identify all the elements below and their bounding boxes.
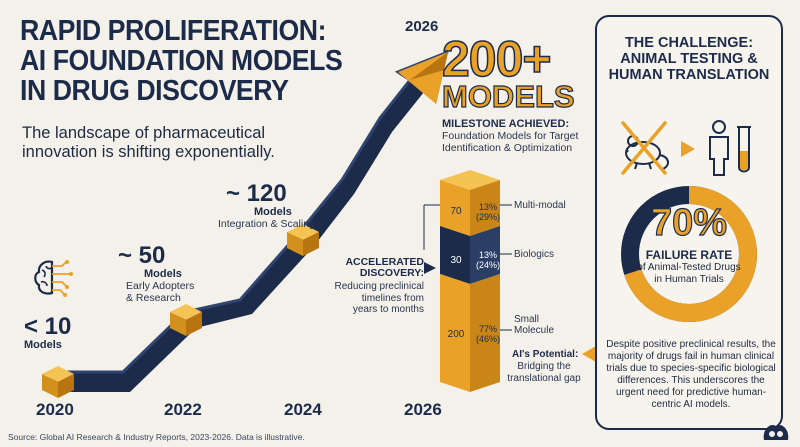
segment-small-molecule-left [440, 274, 470, 392]
data-cube-2022 [170, 304, 202, 336]
heading-line: ACCELERATED [345, 256, 424, 268]
donut-hole [640, 205, 738, 303]
person-icon [709, 120, 729, 176]
percent-alt: (29%) [475, 212, 500, 222]
ai-potential-desc: Bridging the translational gap [504, 361, 584, 384]
page-title: RAPID PROLIFERATION: AI FOUNDATION MODEL… [20, 16, 351, 106]
growth-arrow [50, 52, 448, 392]
percent: 77% [478, 324, 497, 334]
failure-donut [621, 186, 757, 322]
segment-multi-modal-right [470, 180, 500, 236]
count-unit: Models [254, 206, 292, 218]
accelerated-desc: Reducing preclinical timelines from year… [324, 281, 425, 316]
desc-line: translational gap [507, 372, 581, 384]
donut-failure-arc [621, 186, 757, 322]
title-line: HUMAN TRANSLATION [608, 67, 770, 83]
accelerated-heading: ACCELERATED DISCOVERY: [334, 257, 424, 279]
year-label: 2026 [404, 400, 442, 419]
point-label-2022: ~ 50 Models Early Adopters & Research [116, 242, 195, 305]
data-cube-2020 [42, 366, 74, 398]
count-value: ~ 120 [226, 180, 287, 207]
top-year-label: 2026 [405, 18, 439, 35]
icon-row [621, 120, 751, 176]
test-tube-icon [737, 126, 751, 173]
count-value: < 10 [24, 313, 72, 340]
title-line: IN DRUG DISCOVERY [20, 75, 289, 107]
subtitle: The landscape of pharmaceutical innovati… [22, 124, 322, 162]
title-line: AI FOUNDATION MODELS [20, 45, 343, 77]
category-label: Multi-modal [514, 200, 566, 211]
segment-value: 70 [450, 206, 462, 217]
connector-lines [500, 253, 512, 331]
point-label-2020: < 10 Models [24, 313, 72, 352]
heading-line: DISCOVERY: [359, 267, 424, 279]
segment-small-molecule-right [470, 274, 500, 392]
failure-desc: of Animal-Tested Drugs in Human Trials [597, 262, 781, 285]
desc-line: years to months [352, 304, 424, 315]
segment-biologics-left [440, 226, 470, 284]
desc-line: Bridging the [517, 361, 571, 372]
title-line: RAPID PROLIFERATION: [20, 15, 327, 47]
cross-icon [621, 121, 667, 175]
segment-biologics-right [470, 226, 500, 284]
title-line: THE CHALLENGE: [624, 35, 754, 51]
point-label-2024: ~ 120 Models Integration & Scaling [218, 180, 315, 231]
percent: 13% [478, 250, 497, 260]
desc-line: in Human Trials [654, 273, 724, 285]
desc-line: Reducing preclinical [334, 281, 425, 292]
year-label: 2022 [164, 400, 202, 419]
failure-label: FAILURE RATE [645, 248, 733, 262]
milestone-unit: MODELS [441, 79, 575, 114]
ai-potential-arrow [582, 346, 596, 362]
panel-desc: Despite positive preclinical results, th… [606, 339, 776, 410]
title-line: ANIMAL TESTING & [620, 51, 758, 67]
arrow-right-icon [681, 141, 695, 157]
panel-title: THE CHALLENGE: ANIMAL TESTING & HUMAN TR… [597, 35, 781, 83]
count-desc: Integration & Scaling [218, 218, 315, 230]
percent-alt: (46%) [475, 334, 500, 344]
source-footer: Source: Global AI Research & Industry Re… [8, 432, 305, 442]
year-label: 2020 [36, 400, 74, 419]
segment-multi-modal-left [440, 180, 470, 236]
arrow-tip-shade [410, 52, 448, 80]
milestone-heading: MILESTONE ACHIEVED: [442, 118, 570, 130]
desc-line: of Animal-Tested Drugs [637, 262, 741, 273]
segment-percent: 77% (46%) [474, 324, 502, 344]
count-unit: Models [144, 268, 182, 280]
segment-percent: 13% (29%) [474, 202, 502, 222]
data-cube-2024 [287, 224, 319, 256]
subtitle-line: innovation is shifting exponentially. [22, 143, 275, 161]
pointer-icon [424, 262, 436, 274]
mascot-icon [763, 424, 789, 440]
milestone-desc: Foundation Models for Target Identificat… [442, 130, 579, 154]
ai-potential-heading: AI's Potential: [512, 349, 579, 360]
year-label: 2024 [284, 400, 322, 419]
segment-percent: 13% (24%) [474, 250, 502, 270]
category-label: Small Molecule [514, 314, 555, 336]
brain-circuit-icon [34, 260, 73, 297]
segment-value: 200 [447, 329, 465, 340]
percent-alt: (24%) [475, 260, 500, 270]
connector-lines [423, 204, 512, 250]
subtitle-line: The landscape of pharmaceutical [22, 124, 266, 142]
category-label: Biologics [514, 249, 555, 260]
count-desc: Early Adopters & Research [126, 280, 195, 304]
failure-percent: 70% [650, 202, 728, 244]
challenge-panel: THE CHALLENGE: ANIMAL TESTING & HUMAN TR… [595, 15, 783, 430]
count-unit: Models [24, 339, 62, 351]
desc-line: timelines from [361, 292, 424, 304]
count-value: ~ 50 [118, 242, 166, 269]
percent: 13% [478, 202, 497, 212]
segment-value: 30 [450, 255, 462, 266]
milestone-number: 200+ [441, 31, 552, 87]
